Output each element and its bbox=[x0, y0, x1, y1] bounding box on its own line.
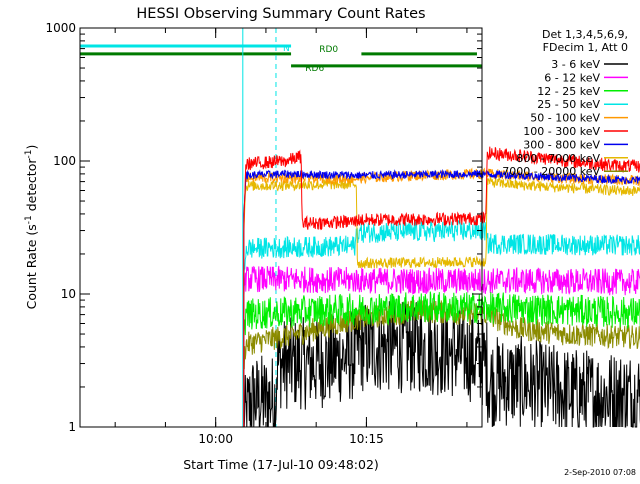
y-tick-label: 1000 bbox=[45, 21, 76, 35]
plot-frame bbox=[79, 27, 483, 428]
series-layer bbox=[243, 146, 640, 428]
legend-entry-label: 300 - 800 keV bbox=[523, 138, 600, 151]
y-axis-label-superscript: -1 bbox=[24, 150, 34, 159]
series-line bbox=[243, 220, 640, 427]
vertical-marker-layer bbox=[242, 28, 277, 427]
x-tick-label: 10:00 bbox=[198, 432, 233, 446]
legend-entry-label: 25 - 50 keV bbox=[537, 98, 600, 111]
y-tick-label: 100 bbox=[53, 154, 76, 168]
legend-entry-label: 3 - 6 keV bbox=[551, 58, 600, 71]
series-line bbox=[243, 299, 640, 427]
y-tick-label: 10 bbox=[61, 287, 76, 301]
series-line bbox=[243, 291, 640, 427]
state-bar-label: N bbox=[283, 44, 290, 54]
series-line bbox=[243, 176, 640, 427]
state-bar-label: RD0 bbox=[319, 45, 338, 55]
chart-title: HESSI Observing Summary Count Rates bbox=[136, 6, 425, 22]
state-bar-label: RD6 bbox=[305, 64, 324, 74]
x-axis-label: Start Time (17-Jul-10 09:48:02) bbox=[183, 457, 379, 472]
legend-entry-label: 12 - 25 keV bbox=[537, 85, 600, 98]
y-axis-label: Count Rate (s-1 detector-1) bbox=[24, 145, 39, 310]
y-axis-label-part: detector bbox=[24, 158, 39, 216]
axes-layer bbox=[79, 27, 483, 428]
legend-entry-label: 100 - 300 keV bbox=[523, 125, 600, 138]
y-axis-label-part: ) bbox=[24, 145, 39, 150]
legend-entry-label: 800 - 7000 keV bbox=[516, 152, 600, 165]
legend-entry-label: 7000 - 20000 keV bbox=[502, 165, 600, 178]
y-tick-label: 1 bbox=[68, 420, 76, 434]
state-bar-layer: N RD0 RD6 bbox=[80, 44, 482, 74]
legend-entry-label: 50 - 100 keV bbox=[530, 112, 600, 125]
series-line bbox=[243, 265, 640, 427]
y-axis-label-superscript: -1 bbox=[24, 215, 34, 224]
legend-header-line: Det 1,3,4,5,6,9, bbox=[542, 28, 628, 41]
legend-header-line: FDecim 1, Att 0 bbox=[543, 41, 628, 54]
series-line bbox=[243, 146, 640, 427]
tick-layer: 1 10 100 1000 10:00 10:15 bbox=[45, 21, 482, 446]
footer-date: 2-Sep-2010 07:08 bbox=[564, 468, 636, 477]
y-axis-label-part: Count Rate (s bbox=[24, 224, 39, 309]
legend-entry-label: 6 - 12 keV bbox=[544, 71, 600, 84]
series-line bbox=[243, 167, 640, 427]
x-tick-label: 10:15 bbox=[349, 432, 384, 446]
series-line bbox=[243, 168, 640, 427]
legend: Det 1,3,4,5,6,9, FDecim 1, Att 0 3 - 6 k… bbox=[502, 28, 628, 178]
